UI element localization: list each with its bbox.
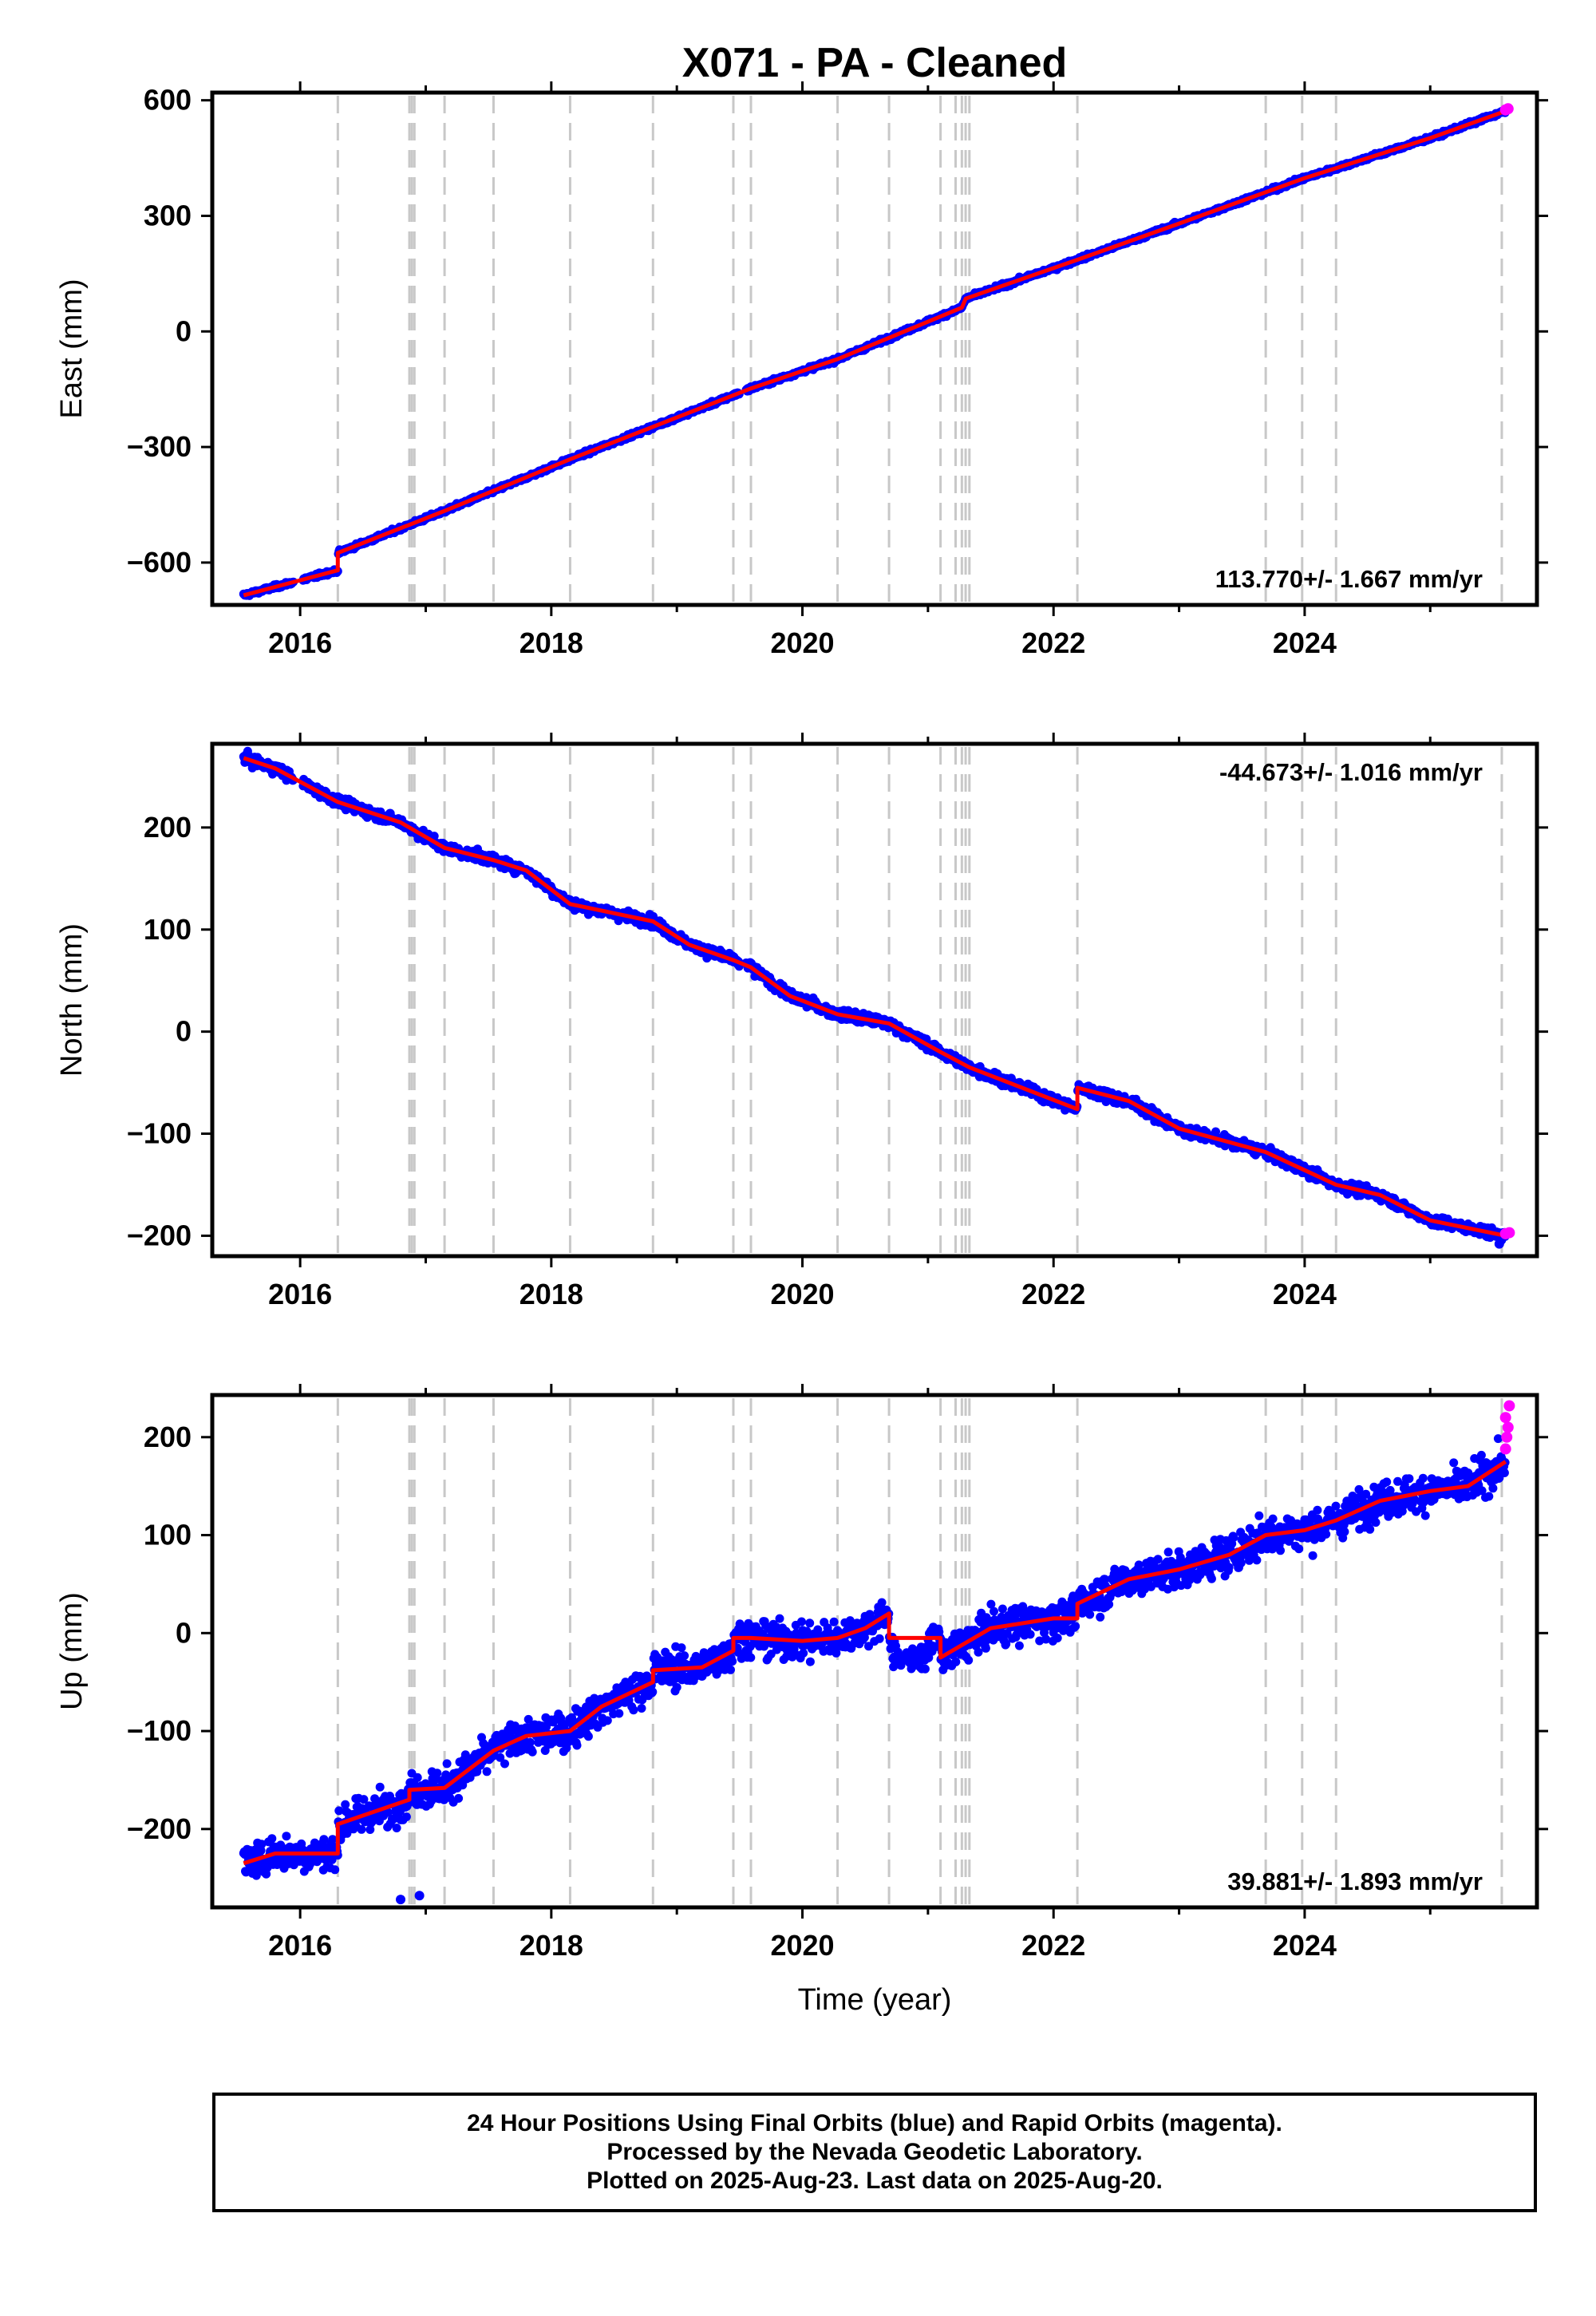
rapid-orbit-point <box>1503 1227 1515 1239</box>
north-daily-positions <box>239 746 1510 1245</box>
daily-position-point <box>375 1782 385 1792</box>
x-tick-label: 2024 <box>1273 626 1337 659</box>
daily-position-point <box>334 1806 344 1816</box>
figure-title: X071 - PA - Cleaned <box>682 40 1068 86</box>
daily-position-point <box>251 1871 261 1880</box>
rapid-orbit-point <box>1502 103 1514 115</box>
y-tick-label: 100 <box>144 913 192 946</box>
x-tick-label: 2020 <box>770 1278 834 1310</box>
y-tick-label: −100 <box>127 1117 192 1150</box>
y-tick-label: 0 <box>176 1015 192 1048</box>
outlier-point <box>1494 1239 1504 1249</box>
y-tick-label: −600 <box>127 546 192 579</box>
north-panel: −200 −100 0 100 200 2016 2018 2020 2022 2024 North… <box>55 733 1548 1310</box>
east-plot-frame <box>210 90 1539 607</box>
north-y-axis-label: North (mm) <box>55 923 89 1077</box>
daily-position-point <box>383 1808 393 1817</box>
daily-position-point <box>527 1747 537 1757</box>
up-daily-positions <box>239 1434 1510 1880</box>
x-tick-label: 2016 <box>268 626 332 659</box>
daily-position-point <box>330 1865 340 1875</box>
daily-position-point <box>429 832 439 841</box>
daily-position-point <box>496 1753 505 1762</box>
north-plot-frame <box>210 741 1539 1259</box>
east-daily-positions <box>239 106 1510 600</box>
daily-position-point <box>454 1793 464 1803</box>
x-tick-label: 2018 <box>519 1278 583 1310</box>
x-tick-label: 2024 <box>1273 1278 1337 1310</box>
daily-position-point <box>525 1737 535 1747</box>
x-tick-label: 2018 <box>519 626 583 659</box>
y-tick-label: −200 <box>127 1219 192 1251</box>
north-model-line <box>243 756 1507 1238</box>
y-tick-label: 600 <box>144 84 192 117</box>
daily-position-point <box>256 1846 266 1856</box>
x-tick-label: 2020 <box>770 626 834 659</box>
daily-position-point <box>500 1759 509 1769</box>
y-tick-label: 300 <box>144 199 192 231</box>
east-y-axis-label: East (mm) <box>55 279 89 418</box>
east-rate-label: 113.770+/- 1.667 mm/yr <box>1215 565 1483 593</box>
y-tick-label: 0 <box>176 314 192 347</box>
north-rate-label: -44.673+/- 1.016 mm/yr <box>1219 758 1483 786</box>
daily-position-point <box>282 1832 291 1841</box>
daily-position-point <box>392 1824 401 1832</box>
daily-position-point <box>523 1714 533 1724</box>
daily-position-point <box>413 1773 422 1782</box>
daily-position-point <box>442 1759 452 1769</box>
x-tick-label: 2022 <box>1021 626 1085 659</box>
y-tick-label: 200 <box>144 811 192 844</box>
east-panel: −600 −300 0 300 600 2016 2018 2020 2022 2024 East … <box>55 81 1548 659</box>
daily-position-point <box>482 1767 492 1777</box>
x-tick-label: 2022 <box>1021 1278 1085 1310</box>
daily-position-point <box>319 1835 329 1844</box>
daily-position-point <box>257 1840 267 1849</box>
east-model-line <box>243 109 1507 598</box>
daily-position-point <box>357 1824 366 1834</box>
daily-position-point <box>401 1812 411 1821</box>
daily-position-point <box>267 1834 277 1844</box>
daily-position-point <box>433 1769 442 1778</box>
x-tick-label: 2016 <box>268 1278 332 1310</box>
daily-position-point <box>328 1835 338 1844</box>
y-tick-label: −300 <box>127 430 192 463</box>
daily-position-point <box>341 1800 350 1809</box>
daily-position-point <box>359 1795 369 1804</box>
daily-position-point <box>310 1838 319 1848</box>
